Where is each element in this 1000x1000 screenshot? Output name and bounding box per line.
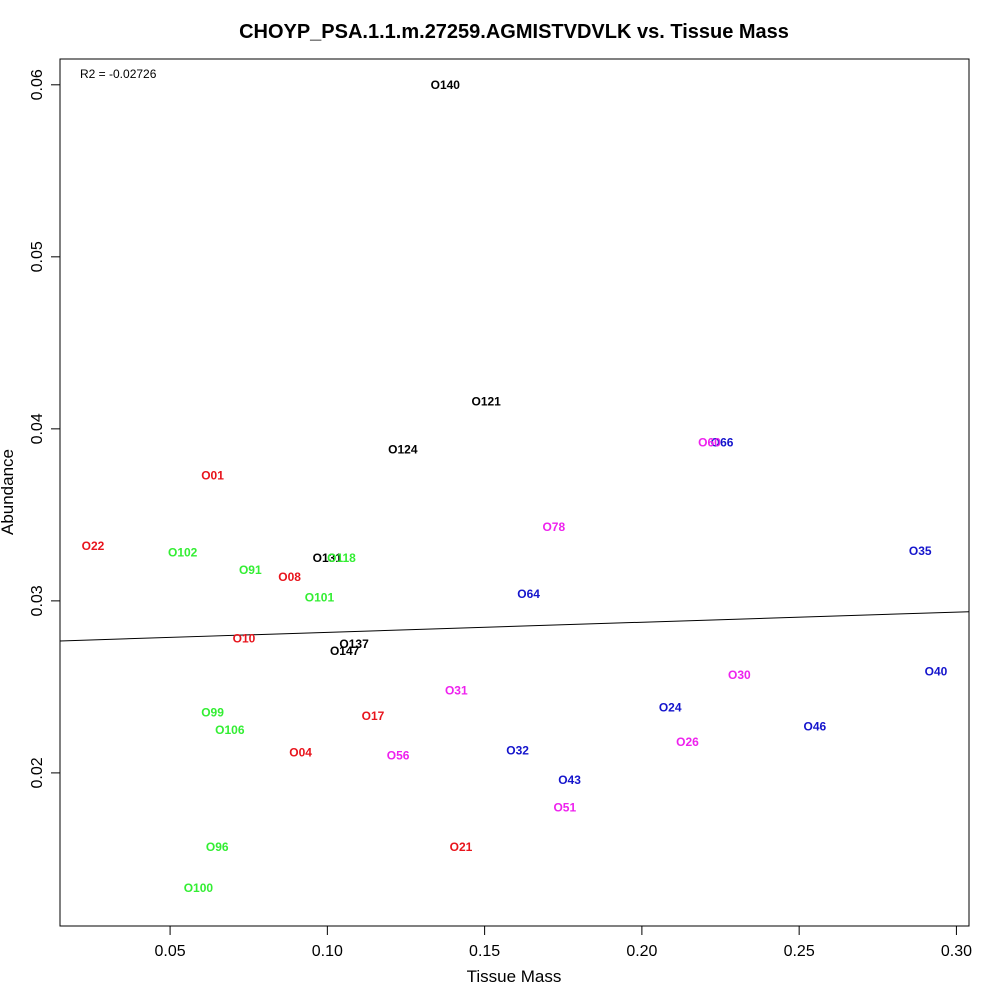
data-point: O51 [553, 800, 576, 814]
data-point: O24 [659, 701, 682, 715]
y-axis: 0.02 0.03 0.04 0.05 0.06 [29, 69, 61, 788]
x-tick-label: 0.10 [312, 943, 343, 960]
data-point: O08 [278, 570, 301, 584]
data-point: O26 [676, 735, 699, 749]
y-tick-label: 0.05 [29, 241, 46, 272]
data-point: O35 [909, 544, 932, 558]
x-tick-label: 0.05 [155, 943, 186, 960]
y-tick-label: 0.06 [29, 69, 46, 100]
plot-area-frame [59, 58, 970, 927]
data-point: O31 [445, 683, 468, 697]
y-tick-label: 0.02 [29, 757, 46, 788]
y-tick-label: 0.04 [29, 413, 46, 444]
data-point: O118 [327, 551, 356, 565]
data-point: O78 [542, 520, 565, 534]
data-point: O96 [206, 840, 229, 854]
data-point: O56 [387, 749, 410, 763]
data-point: O102 [168, 546, 198, 560]
data-point: O60 [698, 436, 721, 450]
data-point: O140 [431, 78, 461, 92]
data-point: O106 [215, 723, 245, 737]
y-axis-label: Abundance [0, 449, 17, 535]
data-point: O30 [728, 668, 751, 682]
data-point: O91 [239, 563, 262, 577]
x-axis: 0.05 0.10 0.15 0.20 0.25 0.30 [155, 925, 972, 960]
data-point: O46 [804, 719, 827, 733]
data-point: O131 [313, 551, 343, 565]
x-tick-label: 0.25 [784, 943, 815, 960]
data-point: O17 [362, 709, 385, 723]
data-point: O43 [558, 773, 581, 787]
data-point: O147 [330, 644, 360, 658]
data-point: O101 [305, 590, 335, 604]
r-squared-annotation: R2 = -0.02726 [80, 67, 157, 81]
data-point: O21 [450, 840, 473, 854]
x-tick-label: 0.20 [626, 943, 657, 960]
data-point: O100 [184, 881, 214, 895]
data-point: O40 [925, 664, 948, 678]
x-tick-label: 0.15 [469, 943, 500, 960]
chart-title: CHOYP_PSA.1.1.m.27259.AGMISTVDVLK vs. Ti… [239, 21, 789, 43]
regression-line [59, 611, 970, 642]
data-point: O64 [517, 587, 540, 601]
data-point: O124 [388, 442, 418, 456]
data-point: O01 [201, 468, 224, 482]
x-tick-label: 0.30 [941, 943, 972, 960]
data-point: O22 [82, 539, 105, 553]
data-point: O121 [472, 394, 502, 408]
data-point: O137 [339, 637, 369, 651]
data-point: O99 [201, 706, 224, 720]
x-axis-label: Tissue Mass [467, 967, 562, 986]
data-point: O32 [506, 744, 529, 758]
data-point: O04 [289, 745, 312, 759]
data-point: O66 [711, 436, 734, 450]
y-tick-label: 0.03 [29, 585, 46, 616]
data-point: O10 [233, 632, 256, 646]
